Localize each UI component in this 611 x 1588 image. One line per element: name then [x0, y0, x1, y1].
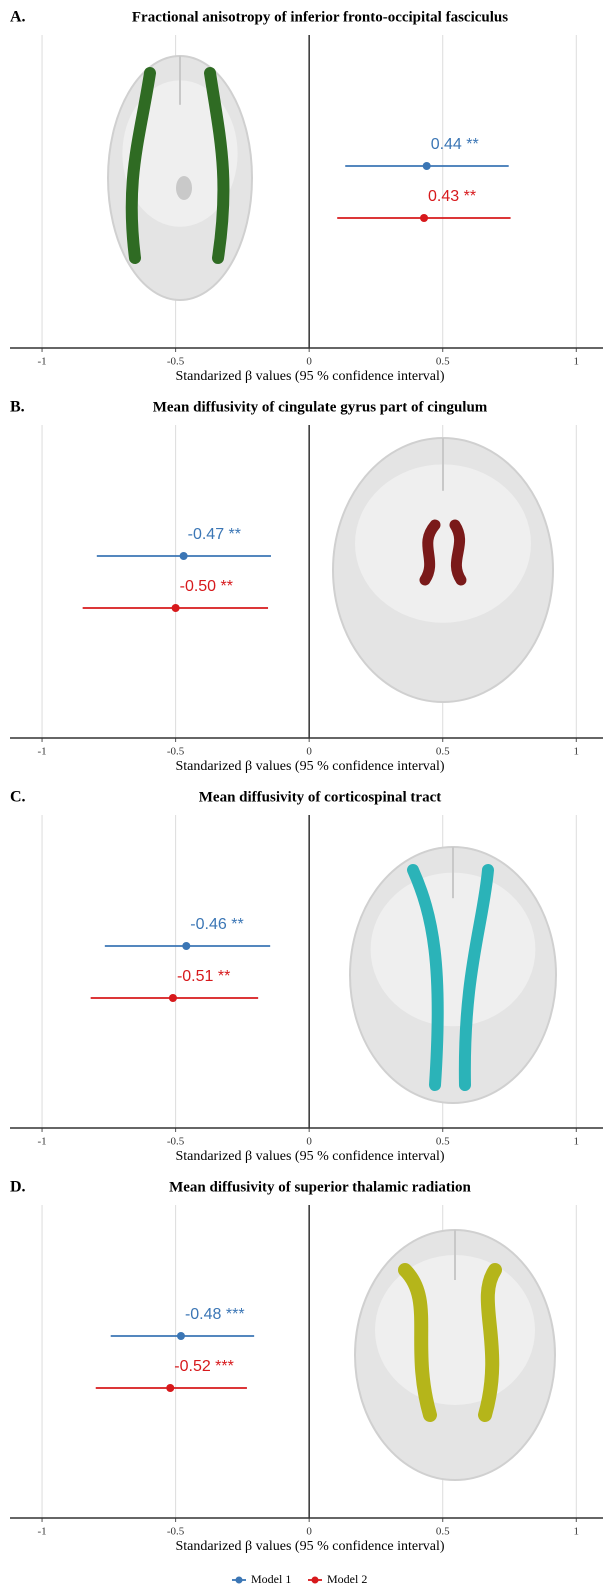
x-tick-label: 0: [306, 356, 312, 368]
x-tick-label: 0: [306, 1526, 312, 1538]
estimate-point: [422, 162, 431, 170]
x-tick-label: -0.5: [167, 356, 185, 368]
x-tick-label: 0.5: [436, 1526, 450, 1538]
value-label: -0.48 ***: [185, 1306, 245, 1323]
tract: [419, 519, 441, 586]
chart-title: Mean diffusivity of cingulate gyrus part…: [153, 399, 488, 415]
x-tick-label: 0: [306, 1136, 312, 1148]
tract: [407, 864, 444, 1091]
panel-label: A.: [10, 9, 26, 26]
x-tick-label: 1: [574, 746, 580, 758]
tract: [458, 864, 494, 1091]
chart-title: Fractional anisotropy of inferior fronto…: [132, 9, 508, 25]
x-tick-label: 0.5: [436, 746, 450, 758]
panel-label: C.: [10, 789, 26, 806]
x-tick-label: -0.5: [167, 1526, 185, 1538]
x-tick-label: 0.5: [436, 356, 450, 368]
x-tick-label: 0: [306, 746, 312, 758]
tract: [478, 1263, 502, 1422]
value-label: -0.50 **: [180, 578, 233, 595]
legend-swatch: [311, 1576, 319, 1584]
chart-title: Mean diffusivity of superior thalamic ra…: [169, 1179, 471, 1195]
x-axis-label: Standarized β values (95 % confidence in…: [175, 369, 444, 384]
tract: [125, 67, 156, 264]
x-axis-label: Standarized β values (95 % confidence in…: [175, 759, 444, 774]
panel-label: D.: [10, 1179, 26, 1196]
x-tick-label: -0.5: [167, 746, 185, 758]
value-label: -0.51 **: [177, 968, 230, 985]
value-label: -0.46 **: [190, 916, 243, 933]
legend-label: Model 1: [251, 1572, 291, 1586]
x-tick-label: -1: [37, 1136, 46, 1148]
brain-highlight: [355, 464, 531, 623]
x-tick-label: -1: [37, 356, 46, 368]
estimate-point: [176, 1332, 185, 1340]
value-label: -0.52 ***: [174, 1358, 234, 1375]
value-label: 0.44 **: [431, 136, 479, 153]
x-tick-label: 1: [574, 1136, 580, 1148]
x-axis-label: Standarized β values (95 % confidence in…: [175, 1149, 444, 1164]
brain-highlight: [370, 872, 536, 1027]
chart-title: Mean diffusivity of corticospinal tract: [199, 789, 441, 805]
panel-label: B.: [10, 399, 25, 416]
tract: [449, 519, 467, 586]
estimate-point: [182, 942, 191, 950]
estimate-point: [168, 994, 177, 1002]
brain-image: [107, 55, 253, 301]
x-tick-label: -1: [37, 1526, 46, 1538]
brain-image: [354, 1229, 556, 1481]
estimate-point: [420, 214, 429, 222]
brain-image: [349, 846, 557, 1104]
x-tick-label: 1: [574, 356, 580, 368]
value-label: -0.47 **: [188, 526, 241, 543]
estimate-point: [179, 552, 188, 560]
tract: [398, 1263, 437, 1422]
legend-swatch: [235, 1576, 243, 1584]
x-tick-label: 0.5: [436, 1136, 450, 1148]
x-axis-label: Standarized β values (95 % confidence in…: [175, 1539, 444, 1554]
brain-image: [332, 437, 554, 703]
value-label: 0.43 **: [428, 188, 476, 205]
tract: [204, 67, 230, 264]
estimate-point: [171, 604, 180, 612]
estimate-point: [166, 1384, 175, 1392]
brain-highlight: [122, 80, 238, 227]
x-tick-label: -1: [37, 746, 46, 758]
x-tick-label: -0.5: [167, 1136, 185, 1148]
legend-label: Model 2: [327, 1572, 367, 1586]
ventricle: [176, 176, 192, 200]
x-tick-label: 1: [574, 1526, 580, 1538]
